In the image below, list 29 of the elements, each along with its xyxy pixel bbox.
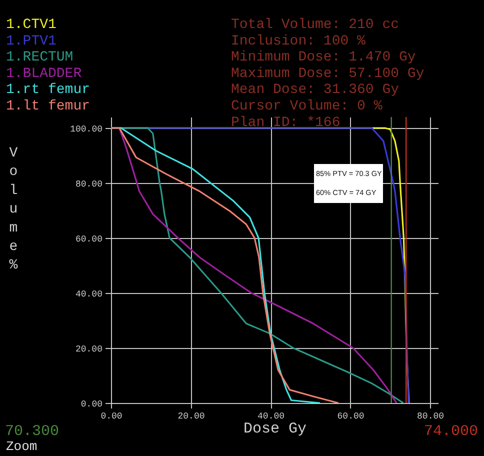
text: Minimum Dose: 1.470 Gy xyxy=(231,50,416,66)
y-tick-label: 100.00 xyxy=(70,124,102,134)
x-tick-label: 20.00 xyxy=(178,412,205,422)
text: 1.CTV1 xyxy=(6,17,56,33)
text: 1.rt femur xyxy=(6,82,90,98)
y-tick-label: 80.00 xyxy=(75,180,102,190)
y-tick-label: 40.00 xyxy=(75,290,102,300)
series-label: 1.lt femur xyxy=(6,98,90,114)
x-tick-label: 0.00 xyxy=(100,412,122,422)
y-tick-label: 20.00 xyxy=(75,344,102,354)
text: Inclusion: 100 % xyxy=(231,33,366,50)
x-tick-label: 80.00 xyxy=(417,412,444,422)
text: Mean Dose: 31.360 Gy xyxy=(231,82,400,98)
text: Maximum Dose: 57.100 Gy xyxy=(231,66,424,82)
ref-line-label: 70.300 xyxy=(5,423,60,440)
y-axis-title: Volume % xyxy=(9,146,18,274)
ref-line-label: 74.000 xyxy=(424,423,478,440)
text: 1.PTV1 xyxy=(6,33,56,50)
text: Cursor Volume: 0 % xyxy=(231,98,383,114)
x-tick-label: 60.00 xyxy=(337,412,364,422)
x-tick-label: 40.00 xyxy=(258,412,285,422)
annotation: Plan ID: *166 xyxy=(231,114,340,131)
text: 1.BLADDER xyxy=(6,66,82,82)
y-tick-label: 60.00 xyxy=(75,234,102,244)
x-axis-title: Dose Gy xyxy=(243,420,307,438)
y-tick-label: 0.00 xyxy=(80,400,102,410)
text: 1.RECTUM xyxy=(6,50,74,66)
text: Zoom xyxy=(6,439,38,454)
text: Total Volume: 210 cc xyxy=(231,17,400,33)
